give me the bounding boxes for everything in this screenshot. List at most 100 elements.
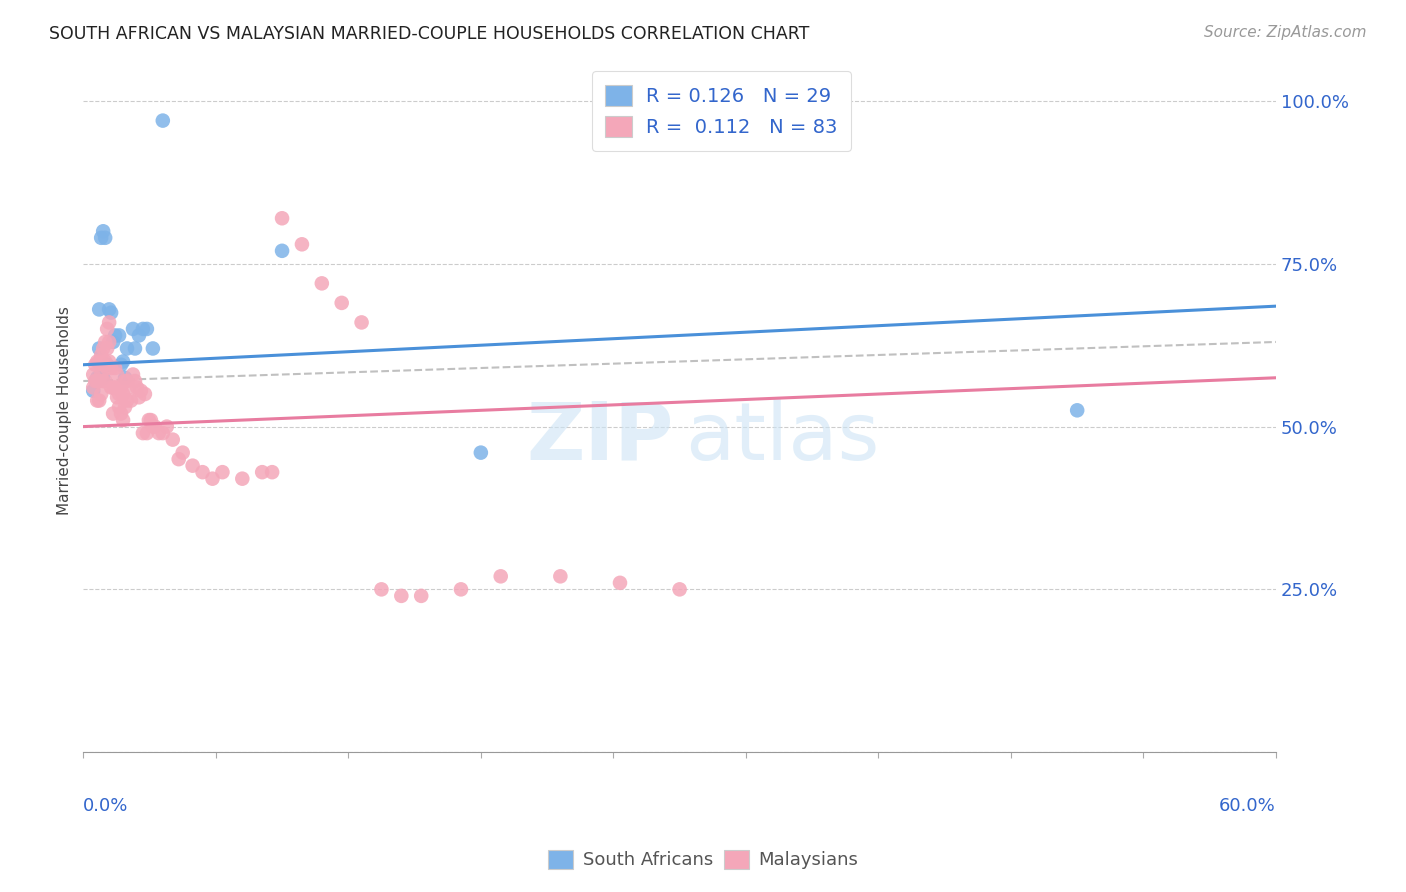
Point bbox=[135, 322, 157, 336]
Point bbox=[125, 380, 148, 394]
Point bbox=[550, 569, 572, 583]
Point bbox=[91, 358, 114, 372]
Point bbox=[152, 113, 174, 128]
Point bbox=[389, 589, 412, 603]
Point bbox=[231, 472, 253, 486]
Point bbox=[96, 342, 118, 356]
Point bbox=[112, 387, 135, 401]
Point bbox=[122, 322, 145, 336]
Point bbox=[105, 368, 128, 382]
Point bbox=[84, 374, 107, 388]
Point bbox=[110, 380, 132, 394]
Point bbox=[98, 354, 121, 368]
Point bbox=[271, 244, 294, 258]
Point bbox=[98, 334, 121, 349]
Point bbox=[86, 374, 108, 388]
Point bbox=[181, 458, 204, 473]
Point bbox=[86, 354, 108, 368]
Point bbox=[156, 419, 179, 434]
Text: 60.0%: 60.0% bbox=[1219, 797, 1277, 814]
Point bbox=[291, 237, 314, 252]
Point bbox=[167, 452, 190, 467]
Text: SOUTH AFRICAN VS MALAYSIAN MARRIED-COUPLE HOUSEHOLDS CORRELATION CHART: SOUTH AFRICAN VS MALAYSIAN MARRIED-COUPL… bbox=[49, 25, 810, 43]
Point bbox=[101, 380, 124, 394]
Legend: South Africans, Malaysians: South Africans, Malaysians bbox=[538, 840, 868, 879]
Point bbox=[143, 419, 166, 434]
Point bbox=[101, 334, 124, 349]
Point bbox=[668, 582, 690, 597]
Point bbox=[82, 380, 104, 394]
Point bbox=[124, 342, 146, 356]
Point bbox=[148, 426, 170, 441]
Point bbox=[135, 426, 157, 441]
Point bbox=[122, 368, 145, 382]
Legend: R = 0.126   N = 29, R =  0.112   N = 83: R = 0.126 N = 29, R = 0.112 N = 83 bbox=[592, 71, 851, 151]
Point bbox=[262, 465, 284, 479]
Point bbox=[96, 358, 118, 372]
Point bbox=[104, 380, 127, 394]
Point bbox=[142, 419, 165, 434]
Point bbox=[1066, 403, 1088, 417]
Point bbox=[271, 211, 294, 226]
Point bbox=[114, 400, 136, 414]
Point bbox=[91, 374, 114, 388]
Point bbox=[101, 407, 124, 421]
Point bbox=[108, 328, 131, 343]
Point bbox=[91, 342, 114, 356]
Point bbox=[89, 302, 111, 317]
Point bbox=[330, 296, 353, 310]
Point bbox=[84, 358, 107, 372]
Text: Source: ZipAtlas.com: Source: ZipAtlas.com bbox=[1204, 25, 1367, 40]
Point bbox=[134, 387, 156, 401]
Point bbox=[450, 582, 472, 597]
Point bbox=[94, 374, 117, 388]
Point bbox=[124, 374, 146, 388]
Point bbox=[152, 426, 174, 441]
Point bbox=[120, 393, 142, 408]
Point bbox=[139, 413, 162, 427]
Point bbox=[86, 371, 108, 385]
Point bbox=[350, 315, 373, 329]
Point bbox=[90, 368, 112, 382]
Point bbox=[89, 342, 111, 356]
Point bbox=[96, 322, 118, 336]
Point bbox=[489, 569, 512, 583]
Point bbox=[250, 465, 273, 479]
Point bbox=[90, 387, 112, 401]
Point bbox=[138, 413, 160, 427]
Point bbox=[86, 374, 108, 388]
Point bbox=[100, 361, 122, 376]
Point bbox=[132, 322, 155, 336]
Point bbox=[89, 393, 111, 408]
Point bbox=[115, 342, 138, 356]
Point bbox=[86, 393, 108, 408]
Point bbox=[104, 361, 127, 376]
Point bbox=[114, 371, 136, 385]
Point bbox=[411, 589, 433, 603]
Point bbox=[129, 384, 152, 398]
Y-axis label: Married-couple Households: Married-couple Households bbox=[58, 306, 72, 515]
Point bbox=[89, 354, 111, 368]
Point bbox=[98, 315, 121, 329]
Point bbox=[82, 368, 104, 382]
Point bbox=[112, 413, 135, 427]
Text: ZIP: ZIP bbox=[526, 399, 673, 476]
Point bbox=[132, 426, 155, 441]
Point bbox=[82, 384, 104, 398]
Point bbox=[609, 575, 631, 590]
Point bbox=[100, 306, 122, 320]
Point bbox=[104, 328, 127, 343]
Point bbox=[108, 387, 131, 401]
Point bbox=[89, 374, 111, 388]
Point bbox=[162, 433, 184, 447]
Text: 0.0%: 0.0% bbox=[83, 797, 129, 814]
Point bbox=[370, 582, 392, 597]
Point bbox=[114, 374, 136, 388]
Point bbox=[110, 407, 132, 421]
Text: atlas: atlas bbox=[686, 399, 880, 476]
Point bbox=[90, 231, 112, 245]
Point bbox=[98, 302, 121, 317]
Point bbox=[142, 342, 165, 356]
Point bbox=[172, 445, 194, 459]
Point bbox=[100, 380, 122, 394]
